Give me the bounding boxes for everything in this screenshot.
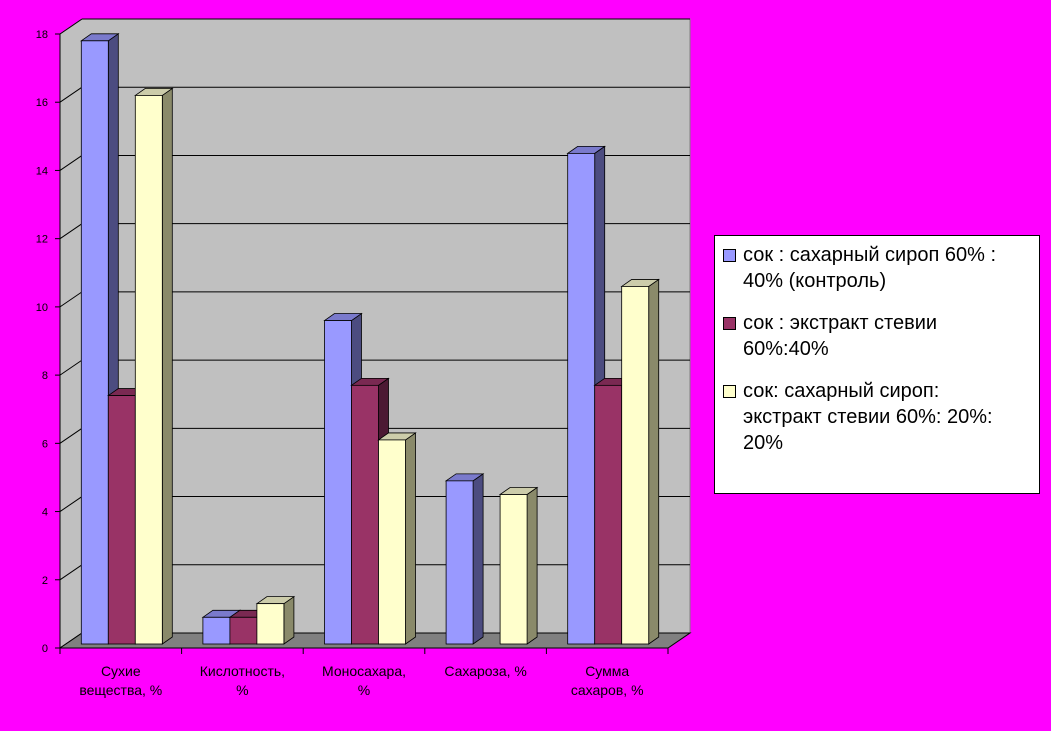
bar-side	[472, 473, 484, 645]
bar-front	[378, 439, 406, 645]
y-tick-label: 18	[36, 29, 48, 41]
legend-label-series-3: сок: сахарный сироп: экстракт стевии 60%…	[743, 380, 993, 454]
x-category-label: Сумма	[585, 663, 629, 679]
x-category-label: Сахароза, %	[444, 663, 527, 679]
y-tick-label: 0	[42, 643, 48, 655]
bar-side	[526, 486, 538, 645]
y-tick-label: 4	[42, 507, 48, 519]
gridline-diagonal	[59, 359, 83, 376]
legend-label-series-1: сок : сахарный сироп 60% : 40% (контроль…	[743, 244, 997, 292]
y-tick-label: 16	[36, 97, 48, 109]
bar-side	[161, 87, 173, 645]
gridline-diagonal	[59, 223, 83, 240]
bar-front	[134, 95, 163, 645]
legend-item-series-2: сок : экстракт стевии 60%:40%	[723, 310, 1033, 362]
y-axis-ticks: 0 2 4 6 8 10 12 14 16 18	[36, 29, 60, 655]
bar-front	[202, 616, 231, 645]
gridline-diagonal	[59, 291, 83, 308]
bar-front	[229, 616, 258, 645]
bar-front	[499, 494, 528, 645]
bar-front	[256, 603, 285, 645]
bar-side	[283, 595, 295, 645]
gridline-diagonal	[59, 564, 83, 581]
bar-5-3	[620, 278, 660, 645]
bar-front	[107, 395, 136, 645]
bar-1-1	[80, 33, 120, 645]
bar-3-3	[377, 432, 417, 645]
legend-swatch-series-2	[723, 317, 736, 330]
gridline-diagonal	[59, 18, 83, 35]
bar-front	[594, 384, 623, 645]
legend-item-series-1: сок : сахарный сироп 60% : 40% (контроль…	[723, 242, 1033, 294]
gridline-diagonal	[59, 496, 83, 512]
bar-front	[445, 480, 474, 645]
y-tick-label: 2	[42, 575, 48, 587]
legend-swatch-series-1	[723, 249, 736, 262]
y-tick-label: 12	[36, 234, 48, 246]
gridline-diagonal	[59, 86, 83, 103]
bar-4-1	[444, 473, 485, 645]
x-category-label: Кислотность,	[200, 663, 285, 679]
bar-1-3	[134, 87, 174, 645]
x-category-label: вещества, %	[79, 682, 162, 698]
legend: сок : сахарный сироп 60% : 40% (контроль…	[714, 235, 1040, 494]
y-tick-label: 8	[42, 370, 48, 382]
x-category-label: %	[358, 682, 370, 698]
x-category-label: сахаров, %	[571, 682, 644, 698]
axes	[59, 34, 668, 649]
legend-swatch-series-3	[723, 385, 736, 398]
bars	[80, 33, 660, 645]
x-category-label: %	[236, 682, 248, 698]
bar-front	[567, 152, 596, 645]
y-tick-label: 10	[36, 302, 48, 314]
bar-front	[80, 40, 109, 645]
bar-side	[648, 278, 660, 645]
y-tick-label: 6	[42, 438, 48, 450]
bar-front	[621, 286, 650, 645]
bar-side	[405, 432, 416, 645]
x-category-label: Сухие	[101, 663, 141, 679]
x-axis-labels: Сухие вещества, % Кислотность,% Моносахара,…	[59, 648, 669, 698]
bar-2-3	[255, 595, 296, 645]
gridline-diagonal	[59, 155, 83, 171]
x-category-label: Моносахара,	[322, 663, 406, 679]
gridline-diagonal	[59, 427, 83, 444]
y-tick-label: 14	[36, 165, 48, 177]
legend-label-series-2: сок : экстракт стевии 60%:40%	[743, 312, 938, 360]
bar-4-3	[498, 486, 539, 645]
bar-front	[324, 320, 352, 645]
legend-item-series-3: сок: сахарный сироп: экстракт стевии 60%…	[723, 378, 1033, 456]
bar-front	[351, 384, 379, 645]
